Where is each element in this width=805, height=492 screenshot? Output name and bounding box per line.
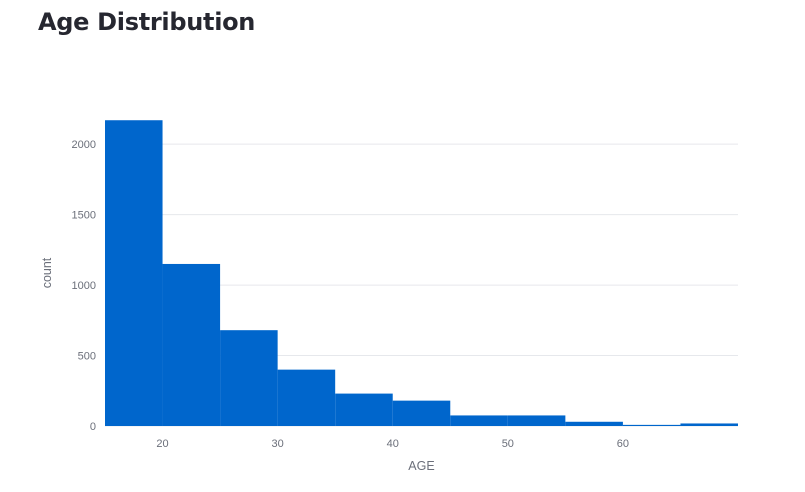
y-tick-label: 2000 bbox=[72, 139, 96, 151]
histogram-bar[interactable] bbox=[565, 421, 623, 426]
x-tick-label: 50 bbox=[502, 438, 514, 450]
histogram-bar[interactable] bbox=[450, 415, 508, 426]
histogram-bar[interactable] bbox=[507, 415, 566, 426]
histogram-bar[interactable] bbox=[162, 263, 221, 426]
y-axis-title: count bbox=[40, 257, 54, 288]
histogram-bar[interactable] bbox=[392, 400, 451, 426]
histogram-bar[interactable] bbox=[335, 393, 393, 426]
y-tick-label: 0 bbox=[90, 421, 96, 433]
x-tick-label: 40 bbox=[387, 438, 399, 450]
x-tick-label: 60 bbox=[617, 438, 629, 450]
x-tick-label: 30 bbox=[272, 438, 284, 450]
y-tick-label: 500 bbox=[78, 351, 96, 363]
page-title: Age Distribution bbox=[38, 8, 256, 36]
y-tick-label: 1500 bbox=[72, 210, 96, 222]
x-axis-title: AGE bbox=[408, 459, 434, 473]
histogram-bar[interactable] bbox=[277, 369, 336, 426]
histogram-bar[interactable] bbox=[680, 423, 738, 426]
histogram-bar[interactable] bbox=[220, 330, 278, 426]
x-tick-label: 20 bbox=[156, 438, 168, 450]
y-tick-labels: 0 500 1000 1500 2000 bbox=[72, 139, 96, 433]
y-tick-label: 1000 bbox=[72, 280, 96, 292]
bars bbox=[105, 120, 738, 427]
x-tick-labels: 20 30 40 50 60 bbox=[156, 438, 629, 450]
histogram-bar[interactable] bbox=[105, 120, 163, 427]
histogram-bar[interactable] bbox=[622, 424, 681, 426]
